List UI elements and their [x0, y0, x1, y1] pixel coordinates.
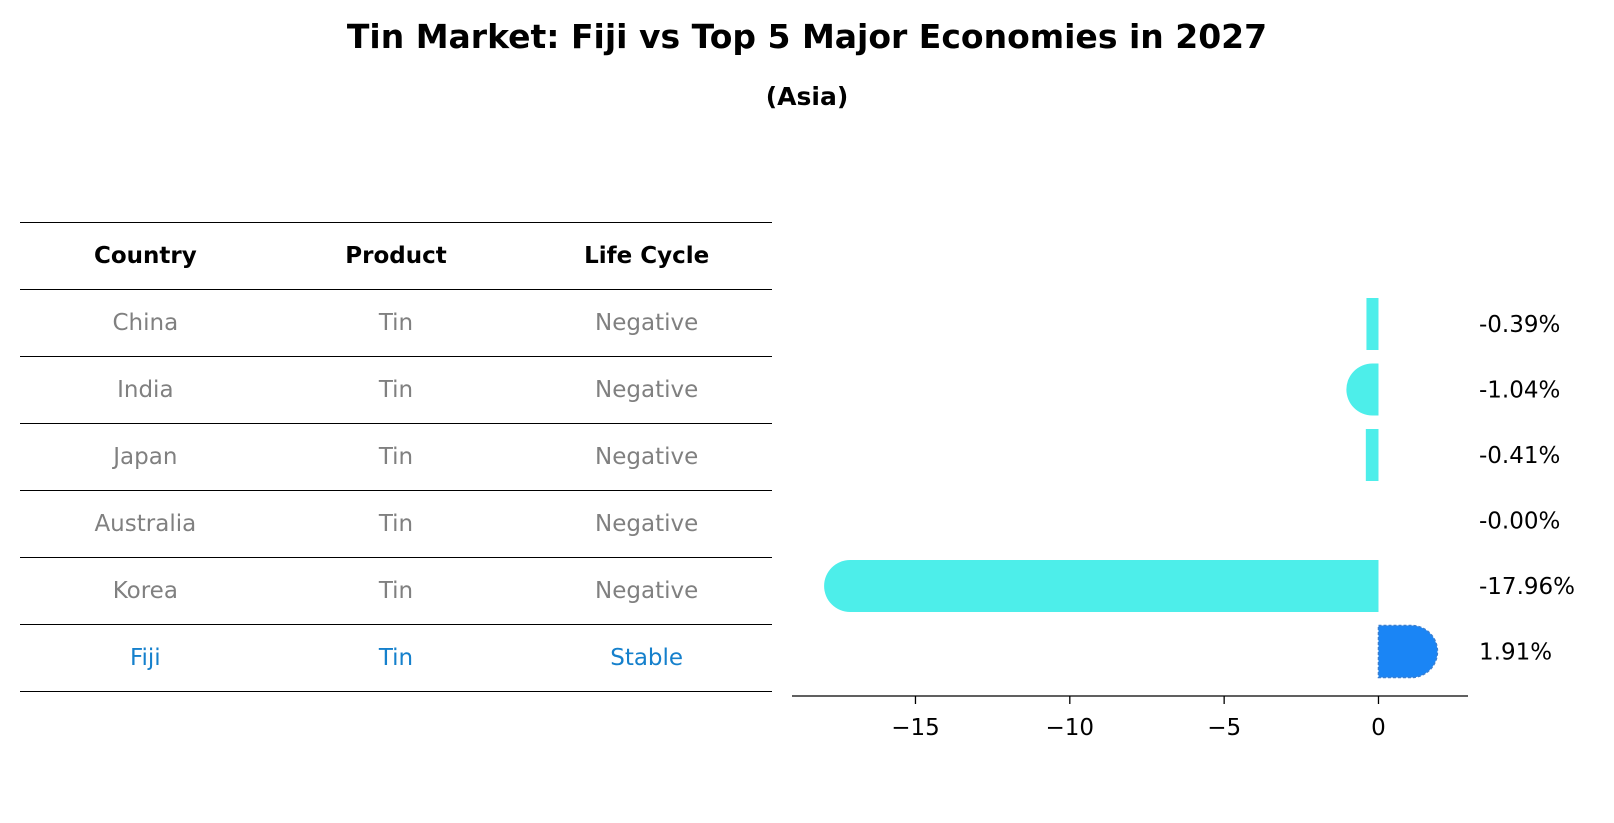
cell-country: India	[20, 356, 271, 424]
header-country: Country	[20, 222, 271, 290]
cell-product: Tin	[270, 490, 522, 558]
cell-country: Korea	[20, 557, 271, 625]
cell-product: Tin	[270, 557, 522, 625]
lifecycle-table: Country Product Life Cycle China Tin Neg…	[20, 222, 772, 692]
data-table: Country Product Life Cycle China Tin Neg…	[20, 222, 772, 692]
table-row: China Tin Negative	[20, 289, 772, 357]
cell-life-cycle: Negative	[521, 557, 772, 625]
bar-fiji	[1377, 624, 1439, 679]
x-tick-label: −10	[1046, 715, 1095, 741]
bar-india	[1346, 363, 1379, 416]
bar-china	[1366, 298, 1379, 350]
table-row: India Tin Negative	[20, 356, 772, 424]
x-tick-label: −5	[1207, 715, 1241, 741]
header-product: Product	[270, 222, 522, 290]
cell-country: China	[20, 289, 271, 357]
cell-life-cycle: Negative	[521, 289, 772, 357]
cell-product: Tin	[270, 624, 522, 692]
cell-country: Fiji	[20, 624, 271, 692]
cell-life-cycle: Stable	[521, 624, 772, 692]
value-label-fiji: 1.91%	[1479, 640, 1552, 666]
x-tick-label: −15	[891, 715, 940, 741]
header-life-cycle: Life Cycle	[521, 222, 772, 290]
value-label-korea: -17.96%	[1479, 574, 1575, 600]
value-label-australia: -0.00%	[1479, 509, 1560, 535]
cell-product: Tin	[270, 289, 522, 357]
cell-life-cycle: Negative	[521, 490, 772, 558]
chart-subtitle: (Asia)	[765, 82, 849, 111]
cell-country: Australia	[20, 490, 271, 558]
bar-japan	[1365, 429, 1379, 481]
cell-product: Tin	[270, 356, 522, 424]
table-header-row: Country Product Life Cycle	[20, 222, 772, 290]
table-row: Australia Tin Negative	[20, 490, 772, 558]
cell-life-cycle: Negative	[521, 356, 772, 424]
value-label-japan: -0.41%	[1479, 443, 1560, 469]
bar-korea	[824, 560, 1379, 612]
table-row: Korea Tin Negative	[20, 557, 772, 625]
table-row: Japan Tin Negative	[20, 423, 772, 491]
cell-country: Japan	[20, 423, 271, 491]
cell-product: Tin	[270, 423, 522, 491]
table-row-highlight: Fiji Tin Stable	[20, 624, 772, 692]
value-label-china: -0.39%	[1479, 312, 1560, 338]
cell-life-cycle: Negative	[521, 423, 772, 491]
chart-title: Tin Market: Fiji vs Top 5 Major Economie…	[346, 17, 1268, 56]
value-label-india: -1.04%	[1479, 378, 1560, 404]
x-tick-label: 0	[1371, 715, 1386, 741]
